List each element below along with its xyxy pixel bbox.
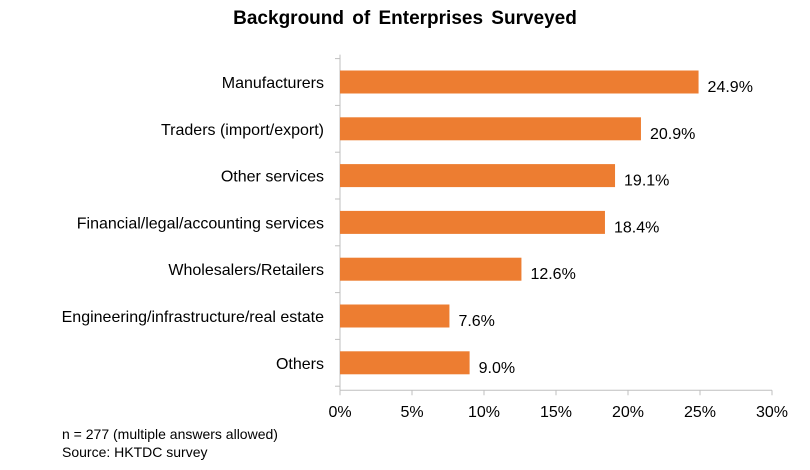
bar <box>340 70 699 94</box>
data-label: 20.9% <box>650 126 695 143</box>
bar <box>340 257 522 281</box>
x-tick-label: 10% <box>468 404 500 420</box>
data-label: 7.6% <box>458 313 494 330</box>
data-label: 9.0% <box>479 360 515 377</box>
bar <box>340 304 450 328</box>
data-label: 19.1% <box>624 173 669 190</box>
bar-chart-plot: Manufacturers 24.9% Traders (import/export… <box>62 54 788 420</box>
category-label: Financial/legal/accounting services <box>77 215 324 232</box>
footnote-source: Source: HKTDC survey <box>62 444 208 460</box>
category-label: Engineering/infrastructure/real estate <box>62 309 324 326</box>
data-label: 24.9% <box>708 79 753 96</box>
data-label: 12.6% <box>530 266 575 283</box>
category-label: Traders (import/export) <box>161 122 324 139</box>
x-tick-label: 15% <box>540 404 572 420</box>
data-label: 18.4% <box>614 219 659 236</box>
x-tick-label: 30% <box>756 404 788 420</box>
bar <box>340 351 470 375</box>
x-tick-label: 5% <box>400 404 423 420</box>
bar <box>340 117 641 141</box>
x-tick-label: 20% <box>612 404 644 420</box>
bar <box>340 210 605 234</box>
category-label: Manufacturers <box>222 75 324 92</box>
footnote-sample-size: n = 277 (multiple answers allowed) <box>62 426 278 442</box>
category-label: Others <box>276 356 324 373</box>
bar <box>340 164 616 188</box>
x-tick-label: 0% <box>328 404 351 420</box>
category-label: Wholesalers/Retailers <box>168 262 324 279</box>
chart-title: Background of Enterprises Surveyed <box>233 8 577 29</box>
category-label: Other services <box>221 169 324 186</box>
x-tick-label: 25% <box>684 404 716 420</box>
